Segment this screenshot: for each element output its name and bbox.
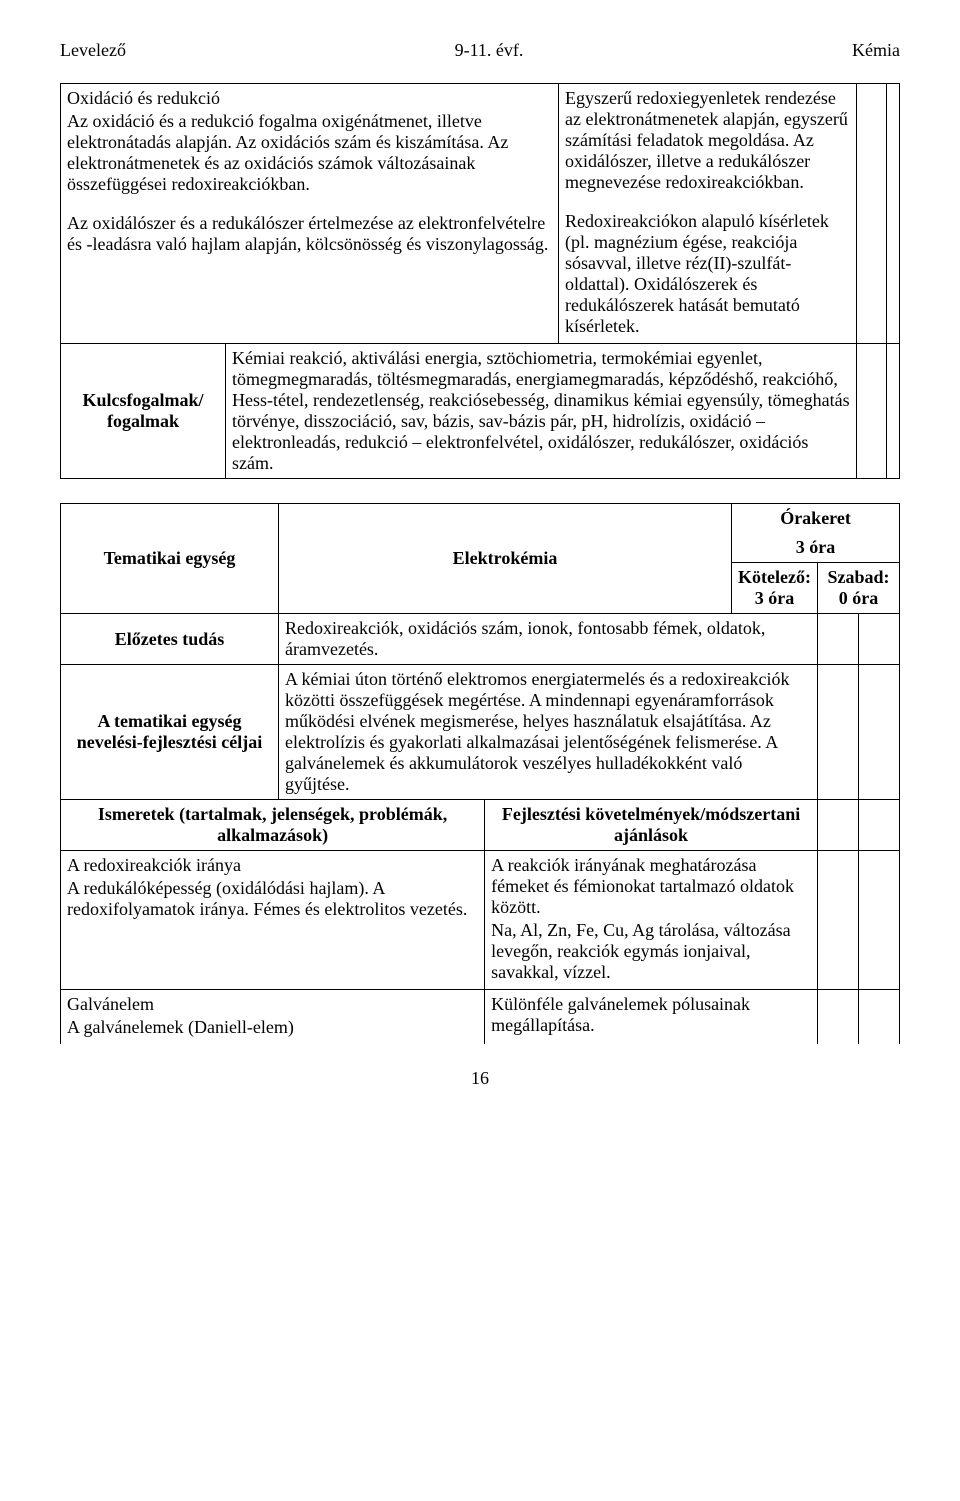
header-left: Levelező (60, 40, 126, 61)
t1-r0c0: Oxidáció és redukció Az oxidáció és a re… (61, 84, 559, 344)
t1-r1c1: Kémiai reakció, aktiválási energia, sztö… (226, 344, 857, 479)
page-number: 16 (60, 1068, 900, 1089)
t2-kotelezo-h: Kötelező: (738, 567, 811, 587)
t2-r4-sp1 (818, 851, 859, 990)
t1-r0c0-p2: Az oxidálószer és a redukálószer értelme… (67, 213, 552, 255)
t1-r1c0: Kulcsfogalmak/ fogalmak (61, 344, 226, 479)
t1-r0c1: Egyszerű redoxiegyenletek rendezése az e… (559, 84, 857, 344)
t2-r1-sp2 (859, 614, 900, 665)
header-right: Kémia (852, 40, 900, 61)
t2-kotelezo: Kötelező: 3 óra (732, 563, 818, 614)
t2-r0c0: Tematikai egység (61, 504, 279, 614)
t2-r1-sp1 (818, 614, 859, 665)
t1-r0c3 (887, 84, 900, 344)
t2-orakeret2: 3 óra (732, 533, 900, 563)
t2-r3-sp1 (818, 800, 859, 851)
t2-r5c0-p1: A galvánelemek (Daniell-elem) (67, 1017, 478, 1038)
table-redox: Oxidáció és redukció Az oxidáció és a re… (60, 83, 900, 479)
t2-r0c1: Elektrokémia (279, 504, 732, 614)
t1-r0c1-p0: Egyszerű redoxiegyenletek rendezése az e… (565, 88, 850, 193)
t1-r1c2 (857, 344, 887, 479)
t2-r4c0-p0: A redoxireakciók iránya (67, 855, 478, 876)
t2-r4-sp2 (859, 851, 900, 990)
t2-szabad-v: 0 óra (839, 588, 879, 608)
t2-r3-sp2 (859, 800, 900, 851)
header-center: 9-11. évf. (455, 40, 524, 61)
t1-r1c3 (887, 344, 900, 479)
t2-r2c0: A tematikai egység nevelési-fejlesztési … (61, 665, 279, 800)
t2-r4c1-p1: Na, Al, Zn, Fe, Cu, Ag tárolása, változá… (491, 920, 811, 983)
t2-r4c0-p1: A redukálóképesség (oxidálódási hajlam).… (67, 878, 478, 920)
t2-r2-sp2 (859, 665, 900, 800)
t2-r2c1: A kémiai úton történő elektromos energia… (279, 665, 818, 800)
t2-r5-sp1 (818, 990, 859, 1045)
t2-orakeret1: Órakeret (732, 504, 900, 534)
t2-kotelezo-v: 3 óra (755, 588, 795, 608)
t1-r0c2 (857, 84, 887, 344)
t2-r4c1: A reakciók irányának meghatározása fémek… (485, 851, 818, 990)
table-electrochemistry: Tematikai egység Elektrokémia Órakeret 3… (60, 503, 900, 1044)
t1-r0c1-p1: Redoxireakciókon alapuló kísérletek (pl.… (565, 211, 850, 337)
t1-r0c0-p0: Oxidáció és redukció (67, 88, 552, 109)
t2-r1c1: Redoxireakciók, oxidációs szám, ionok, f… (279, 614, 818, 665)
t2-r4c1-p0: A reakciók irányának meghatározása fémek… (491, 855, 811, 918)
t2-r3c0: Ismeretek (tartalmak, jelenségek, problé… (61, 800, 485, 851)
t2-r5c0: Galvánelem A galvánelemek (Daniell-elem) (61, 990, 485, 1045)
t2-r4c0: A redoxireakciók iránya A redukálóképess… (61, 851, 485, 990)
t2-r3c1: Fejlesztési követelmények/módszertani aj… (485, 800, 818, 851)
t2-szabad: Szabad: 0 óra (818, 563, 900, 614)
t2-r5-sp2 (859, 990, 900, 1045)
t2-r5c0-p0: Galvánelem (67, 994, 478, 1015)
t2-r2-sp1 (818, 665, 859, 800)
t2-szabad-h: Szabad: (827, 567, 889, 587)
t2-r5c1: Különféle galvánelemek pólusainak megáll… (485, 990, 818, 1045)
t1-r0c0-p1: Az oxidáció és a redukció fogalma oxigén… (67, 111, 552, 195)
t2-r1c0: Előzetes tudás (61, 614, 279, 665)
